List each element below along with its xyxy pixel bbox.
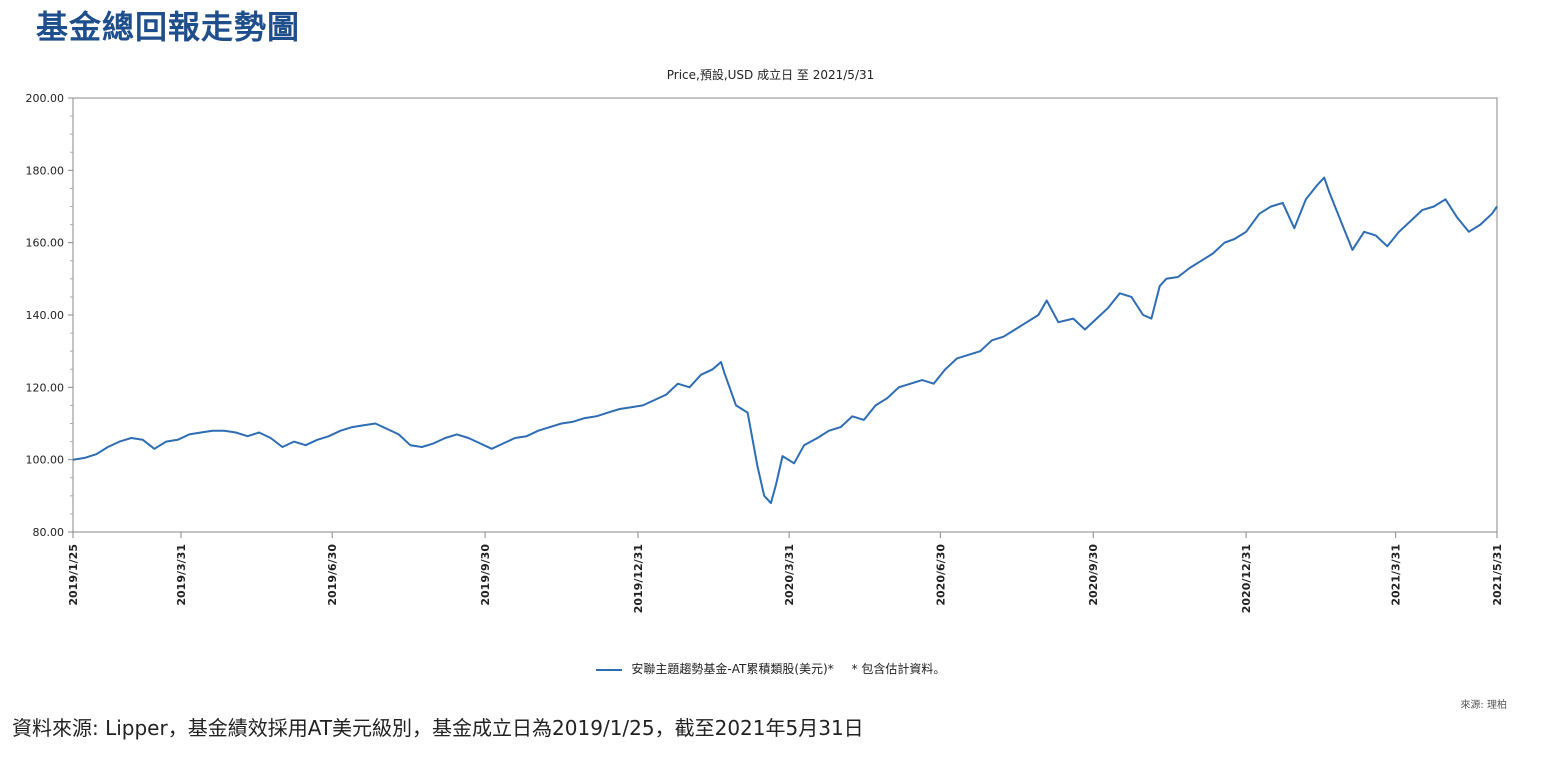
x-tick-label: 2019/12/31 (632, 544, 645, 613)
legend: 安聯主題趨勢基金-AT累積類股(美元)* * 包含估計資料。 (0, 660, 1541, 677)
x-axis: 2019/1/25 2019/3/31 2019/6/30 2019/9/30 2019… (67, 532, 1504, 613)
x-tick-label: 2019/1/25 (67, 544, 80, 606)
x-tick-label: 2019/3/31 (175, 544, 188, 606)
x-tick-label: 2020/6/30 (934, 544, 947, 606)
legend-note: * 包含估計資料。 (851, 662, 946, 676)
chart-subtitle: Price,預設,USD 成立日 至 2021/5/31 (666, 68, 875, 82)
y-tick-label: 160.00 (26, 237, 65, 250)
footnote: 資料來源: Lipper，基金績效採用AT美元級別，基金成立日為2019/1/2… (12, 716, 864, 740)
x-tick-label: 2020/3/31 (783, 544, 796, 606)
y-tick-label: 100.00 (26, 454, 65, 467)
y-tick-label: 140.00 (26, 309, 65, 322)
y-tick-label: 120.00 (26, 381, 65, 394)
x-tick-label: 2020/9/30 (1087, 544, 1100, 606)
y-tick-label: 200.00 (26, 92, 65, 105)
x-tick-label: 2021/3/31 (1390, 544, 1403, 606)
plot-area (72, 97, 1498, 533)
source-credit: 來源: 理柏 (1460, 700, 1507, 711)
line-chart: 80.00 100.00 120.00 140.00 160.00 180.00 200.0… (26, 92, 1505, 613)
legend-series-label: 安聯主題趨勢基金-AT累積類股(美元)* (631, 662, 834, 676)
legend-swatch (595, 668, 622, 671)
y-axis: 80.00 100.00 120.00 140.00 160.00 180.00 200.0… (26, 92, 73, 539)
series-line (72, 176, 1498, 505)
plot-frame (72, 97, 1498, 533)
y-tick-label: 180.00 (26, 164, 65, 177)
x-tick-label: 2019/9/30 (479, 544, 492, 606)
x-tick-label: 2021/5/31 (1491, 544, 1504, 606)
x-tick-label: 2020/12/31 (1240, 544, 1253, 613)
page-title: 基金總回報走勢圖 (36, 8, 301, 46)
x-tick-label: 2019/6/30 (326, 544, 339, 606)
y-tick-label: 80.00 (33, 526, 65, 539)
